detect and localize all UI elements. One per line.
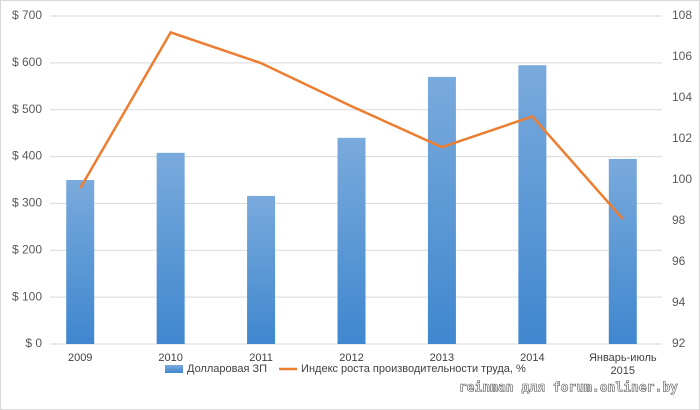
y-tick-label: $ 300 (12, 196, 42, 210)
y2-tick-label: 102 (672, 131, 692, 145)
y-tick-label: $ 700 (12, 8, 42, 22)
bar (156, 152, 185, 344)
bar (608, 158, 637, 344)
y2-tick-label: 104 (672, 90, 692, 104)
y-tick-label: $ 0 (25, 336, 42, 350)
legend-swatch (165, 365, 183, 373)
x-tick-label: 2011 (249, 352, 273, 364)
y-tick-label: $ 600 (12, 55, 42, 69)
x-tick-label: 2010 (158, 352, 183, 364)
legend-label: Долларовая ЗП (187, 363, 267, 375)
bar (427, 76, 456, 345)
x-tick-label: 2014 (520, 352, 545, 364)
y2-tick-label: 92 (672, 336, 686, 350)
bar (518, 65, 547, 344)
x-tick-label: 2012 (339, 352, 364, 364)
y2-tick-label: 106 (672, 49, 692, 63)
y-tick-label: $ 200 (12, 242, 42, 256)
line (79, 30, 624, 220)
y-tick-label: $ 100 (12, 289, 42, 303)
legend-label: Индекс роста производительности труда, % (301, 363, 526, 375)
watermark: reinman для forum.onliner.by (459, 381, 678, 396)
y2-tick-label: 108 (672, 8, 692, 22)
x-tick-label: Январь-июль 2015 (588, 352, 657, 377)
y-tick-label: $ 500 (12, 102, 42, 116)
y2-tick-label: 96 (672, 254, 686, 268)
x-tick-label: 2009 (67, 352, 93, 364)
bar (247, 195, 276, 344)
y2-tick-label: 94 (672, 295, 686, 309)
bar (66, 180, 95, 344)
x-tick-label: 2013 (429, 352, 455, 364)
bar (337, 137, 366, 344)
y2-tick-label: 98 (672, 213, 686, 227)
y2-tick-label: 100 (672, 172, 692, 186)
y-tick-label: $ 400 (12, 149, 42, 163)
